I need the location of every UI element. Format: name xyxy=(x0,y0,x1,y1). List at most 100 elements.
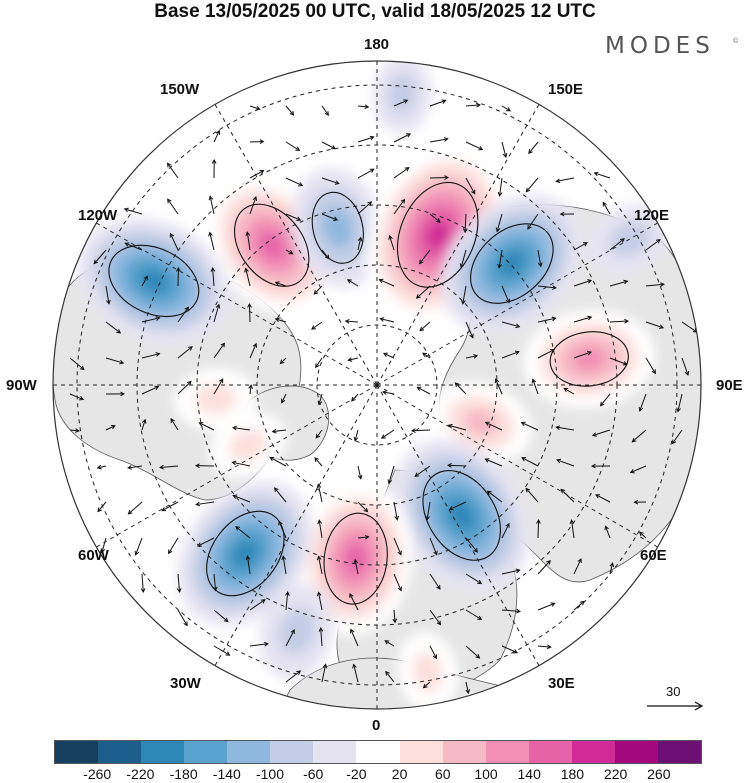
meridian-line xyxy=(376,222,658,386)
wind-vector xyxy=(609,238,625,251)
wind-vector xyxy=(484,421,503,431)
anomaly-shading xyxy=(194,383,237,415)
wind-vector xyxy=(380,429,395,439)
colorbar-swatch xyxy=(184,741,228,763)
wind-vector xyxy=(244,267,251,287)
wind-vector xyxy=(245,555,251,575)
wind-vector xyxy=(419,321,431,332)
colorbar-tick-label: -20 xyxy=(346,766,367,782)
wind-vector xyxy=(232,425,251,431)
wind-vector xyxy=(393,501,399,521)
wind-vector xyxy=(177,306,189,323)
wind-vector xyxy=(555,177,575,184)
anomaly-contour xyxy=(108,244,200,318)
colorbar xyxy=(54,740,702,764)
wind-vector xyxy=(105,321,122,334)
wind-vector xyxy=(609,357,628,366)
wind-vector xyxy=(249,196,258,215)
wind-vector xyxy=(140,573,146,593)
longitude-label-0: 0 xyxy=(372,717,381,734)
wind-vector xyxy=(321,105,329,116)
colorbar-swatch xyxy=(571,741,615,763)
wind-vector xyxy=(676,393,683,413)
anomaly-shading xyxy=(258,231,285,260)
wind-vector xyxy=(385,670,395,683)
wind-vector xyxy=(317,519,323,539)
wind-vector xyxy=(69,393,85,401)
wind-vector xyxy=(314,457,323,467)
wind-vector xyxy=(357,501,369,513)
longitude-label-60e: 60E xyxy=(640,547,667,564)
wind-vector xyxy=(645,321,665,329)
wind-vector xyxy=(593,171,611,179)
wind-vector xyxy=(212,573,218,592)
wind-vector xyxy=(315,429,323,439)
wind-vector xyxy=(285,213,302,221)
wind-vector xyxy=(213,645,231,656)
wind-vector xyxy=(446,463,467,468)
wind-vector xyxy=(231,460,251,467)
wind-vector xyxy=(232,494,251,503)
wind-vector xyxy=(321,249,330,260)
longitude-label-180: 180 xyxy=(364,36,390,53)
wind-vector xyxy=(573,600,585,611)
wind-vector xyxy=(573,279,593,287)
wind-vector xyxy=(357,135,375,143)
wind-vector xyxy=(486,490,503,503)
wind-vector xyxy=(285,141,301,151)
vector-scale-arrow xyxy=(647,701,704,711)
wind-vector xyxy=(501,105,512,112)
wind-vector xyxy=(556,458,575,467)
wind-vector xyxy=(97,501,107,513)
wind-vector xyxy=(170,418,179,431)
longitude-label-120w: 120W xyxy=(78,207,118,224)
wind-vector xyxy=(281,393,287,404)
wind-vector xyxy=(448,501,467,511)
wind-vector xyxy=(274,317,287,323)
wind-vector xyxy=(213,378,224,395)
wind-vector xyxy=(269,456,287,467)
wind-vector xyxy=(494,378,503,395)
wind-vector xyxy=(537,349,555,359)
wind-vector xyxy=(159,464,179,470)
longitude-label-90w: 90W xyxy=(6,377,37,394)
anomaly-contour xyxy=(234,203,310,287)
wind-vector xyxy=(645,282,665,287)
wind-vector xyxy=(195,501,215,507)
wind-vector xyxy=(429,137,449,143)
colorbar-tick-label: -140 xyxy=(212,766,241,782)
wind-vector xyxy=(245,231,251,251)
wind-vector xyxy=(321,213,339,221)
wind-vector xyxy=(249,342,258,359)
wind-vector xyxy=(357,534,370,540)
wind-vector xyxy=(537,285,557,290)
colorbar-tick-label: -220 xyxy=(126,766,155,782)
wind-vector xyxy=(429,213,441,223)
wind-vector xyxy=(573,350,592,359)
wind-vector xyxy=(285,629,295,647)
map-boundary xyxy=(52,60,702,710)
wind-vector xyxy=(609,279,629,287)
wind-vector xyxy=(168,537,179,555)
meridian-line xyxy=(96,384,378,548)
longitude-label-150e: 150E xyxy=(548,81,584,98)
wind-vector xyxy=(393,133,412,143)
wind-vector xyxy=(563,387,575,395)
wind-vector xyxy=(274,281,287,287)
wind-vector xyxy=(247,302,252,323)
wind-vector xyxy=(501,608,521,614)
longitude-label-30w: 30W xyxy=(170,675,201,692)
wind-vector xyxy=(285,591,290,611)
wind-vector xyxy=(429,645,437,660)
wind-vector xyxy=(100,537,107,554)
wind-vector xyxy=(527,213,539,230)
wind-vector xyxy=(208,195,215,215)
wind-vector xyxy=(609,562,615,575)
longitude-label-120e: 120E xyxy=(634,207,670,224)
anomaly-shading xyxy=(572,346,606,372)
wind-vector xyxy=(497,177,503,197)
longitude-label-150w: 150W xyxy=(160,81,200,98)
wind-vector xyxy=(105,391,125,397)
wind-vector xyxy=(602,201,611,215)
wind-vector xyxy=(198,422,215,431)
